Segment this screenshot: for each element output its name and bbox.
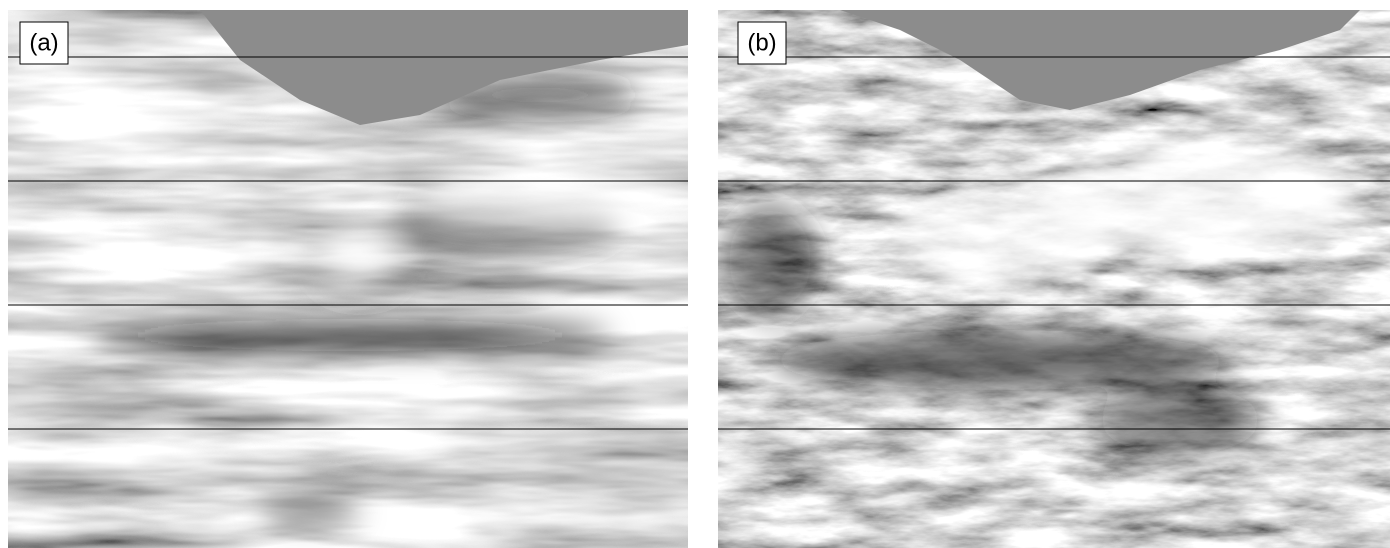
panel-b	[718, 10, 1390, 548]
figure: (a) (b)	[0, 0, 1390, 548]
panel-label: (a)	[29, 29, 58, 56]
panel-a	[8, 10, 690, 548]
panel-label: (b)	[747, 29, 776, 56]
page: {"panels": [{"label": "(a)"}, {"label": …	[0, 0, 1390, 548]
